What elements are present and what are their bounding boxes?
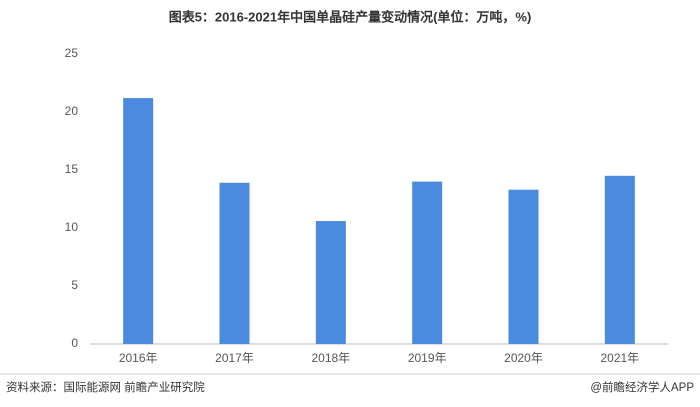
x-tick-label: 2021年 <box>600 351 639 365</box>
x-tick-label: 2020年 <box>504 351 543 365</box>
bar <box>123 98 154 344</box>
y-tick-label: 0 <box>71 336 78 350</box>
y-tick-label: 15 <box>65 162 79 176</box>
bar <box>604 175 635 344</box>
y-tick-label: 10 <box>65 220 79 234</box>
x-tick-label: 2018年 <box>311 351 350 365</box>
y-tick-label: 25 <box>65 46 79 60</box>
bar <box>315 221 346 344</box>
source: 资料来源：国际能源网 前瞻产业研究院 <box>6 380 205 394</box>
bar <box>219 182 250 344</box>
bar <box>508 189 539 344</box>
x-tick-label: 2017年 <box>215 351 254 365</box>
bar <box>412 181 443 344</box>
x-tick-label: 2019年 <box>408 351 447 365</box>
x-tick-label: 2016年 <box>119 351 158 365</box>
credit: @前瞻经济学人APP <box>590 380 694 394</box>
chart-title: 图表5：2016-2021年中国单晶硅产量变动情况(单位：万吨，%) <box>169 9 532 24</box>
y-tick-label: 20 <box>65 104 79 118</box>
y-tick-label: 5 <box>71 278 78 292</box>
